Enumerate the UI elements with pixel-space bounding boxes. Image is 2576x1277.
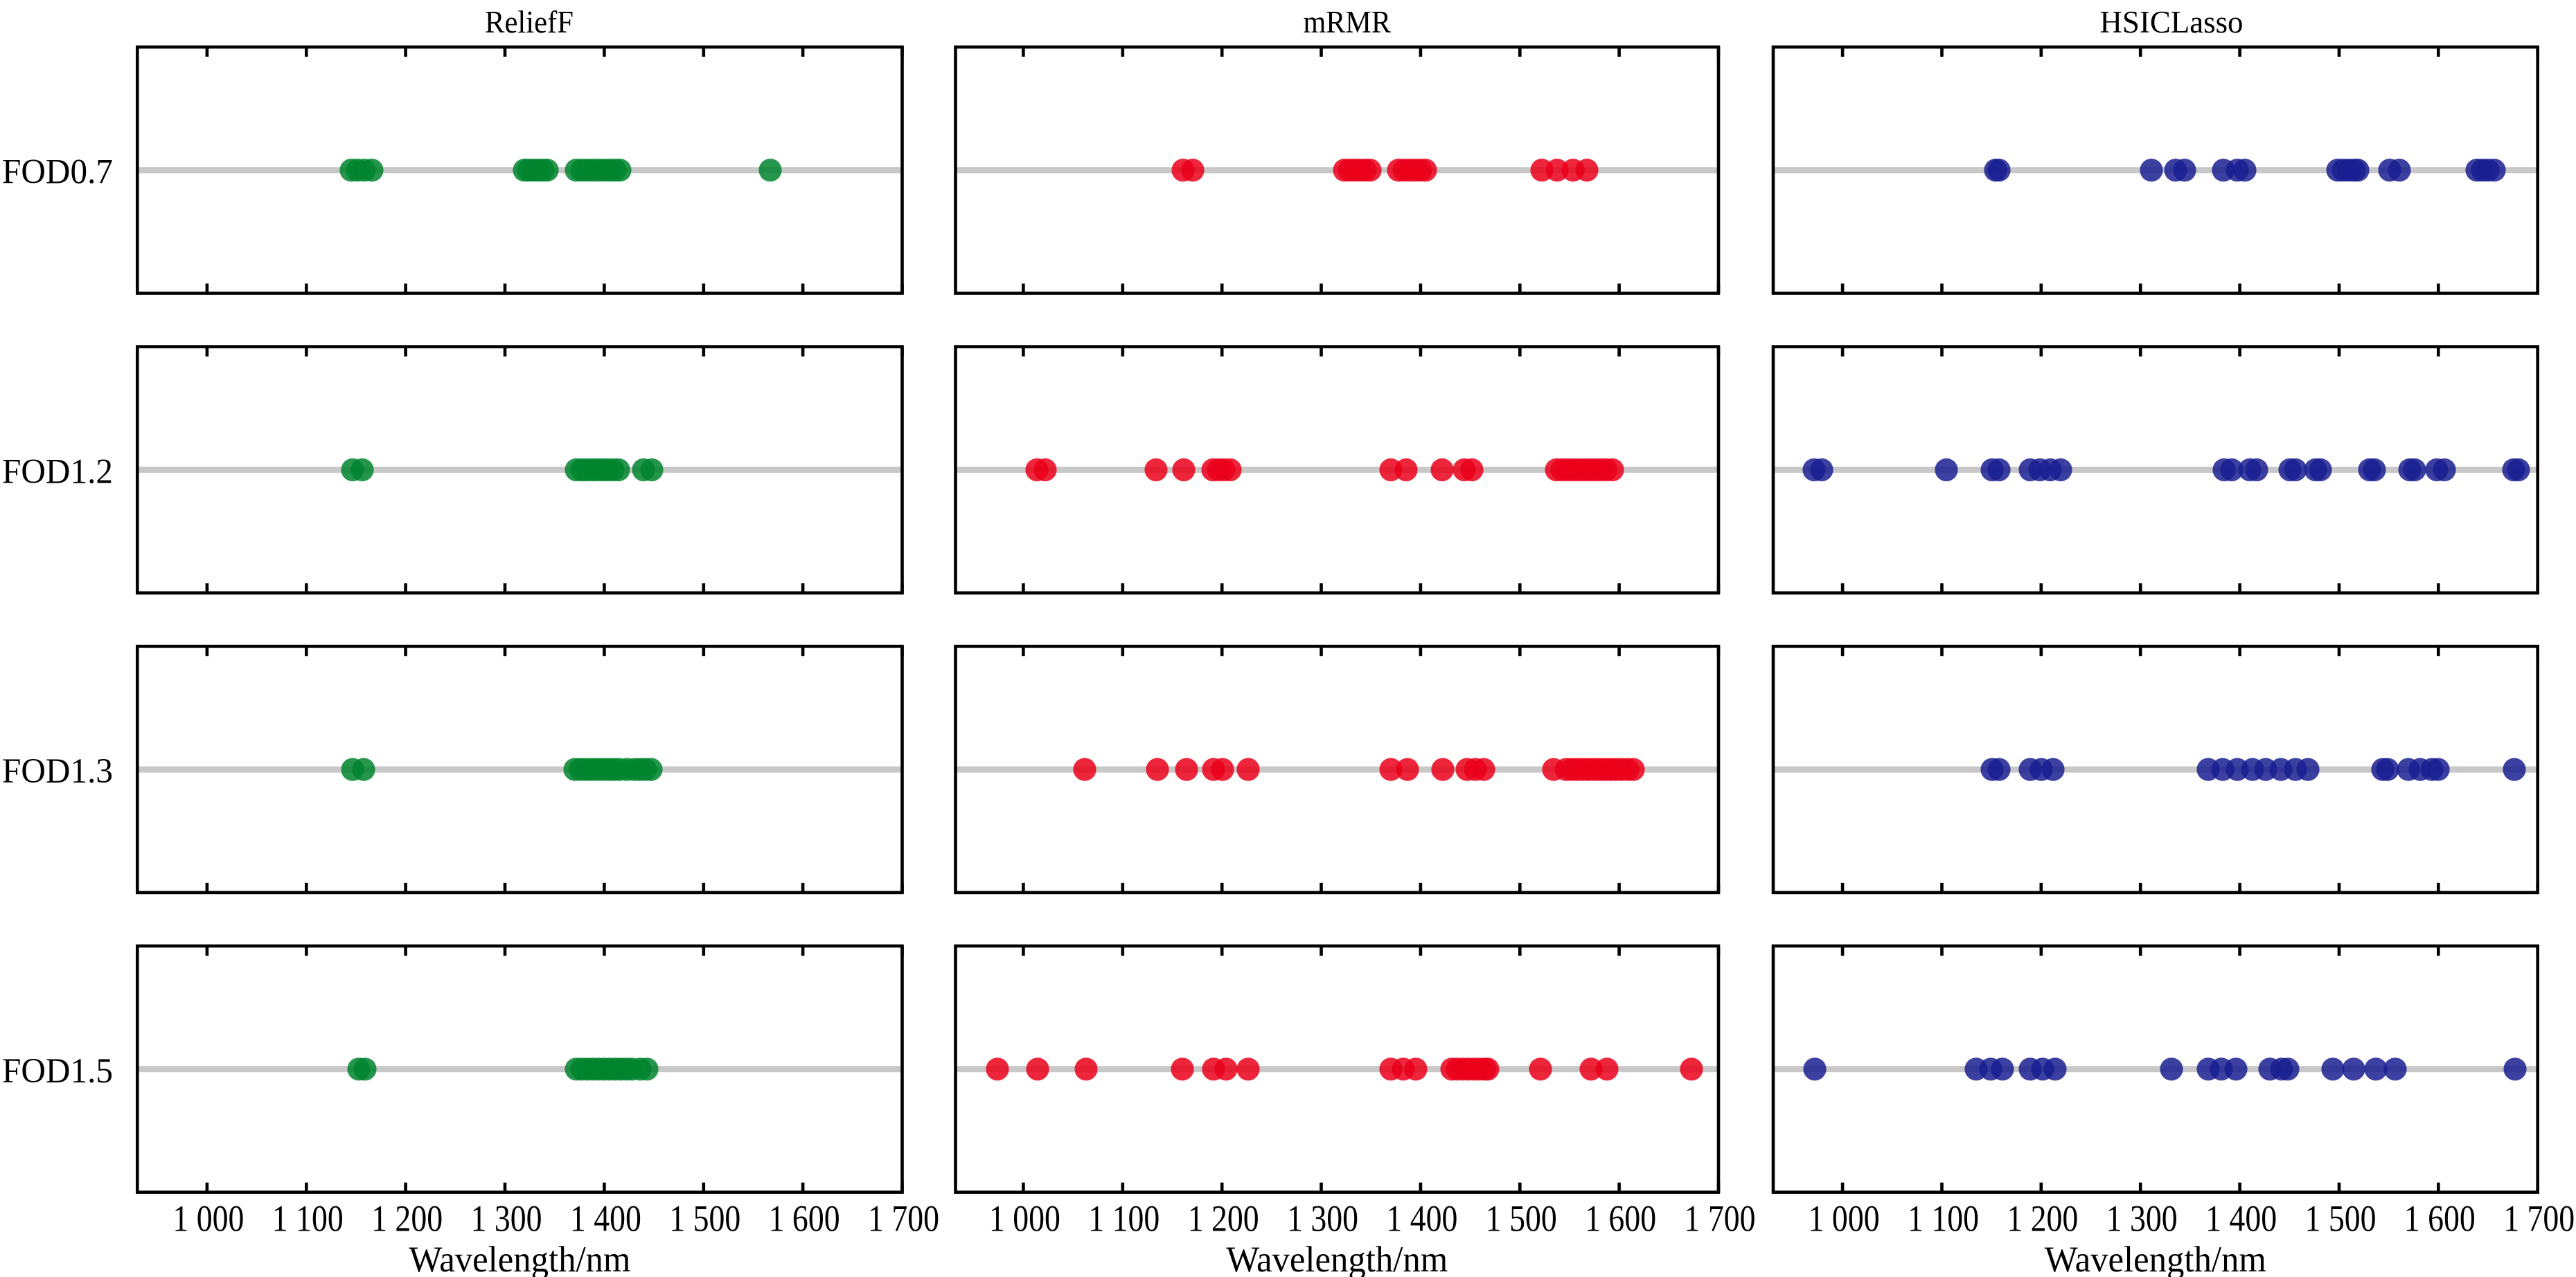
svg-text:1 200: 1 200 — [1188, 1198, 1259, 1240]
svg-text:1 500: 1 500 — [669, 1198, 740, 1240]
svg-text:1 200: 1 200 — [2007, 1198, 2078, 1240]
svg-text:FOD1.2: FOD1.2 — [2, 452, 113, 491]
svg-text:1 100: 1 100 — [1088, 1198, 1160, 1240]
svg-text:1 500: 1 500 — [1486, 1198, 1557, 1240]
svg-text:FOD1.5: FOD1.5 — [2, 1052, 113, 1091]
svg-text:1 400: 1 400 — [2205, 1198, 2277, 1240]
svg-text:1 400: 1 400 — [1386, 1198, 1457, 1240]
svg-text:1 700: 1 700 — [868, 1198, 939, 1240]
svg-text:1 600: 1 600 — [769, 1198, 840, 1240]
svg-text:FOD0.7: FOD0.7 — [2, 153, 113, 192]
svg-text:1 700: 1 700 — [1685, 1198, 1756, 1240]
svg-text:1 200: 1 200 — [371, 1198, 443, 1240]
svg-text:1 000: 1 000 — [172, 1198, 244, 1240]
svg-text:1 000: 1 000 — [989, 1198, 1060, 1240]
svg-text:HSICLasso: HSICLasso — [2100, 5, 2244, 39]
svg-text:1 300: 1 300 — [2106, 1198, 2178, 1240]
svg-text:1 000: 1 000 — [1809, 1198, 1880, 1240]
svg-text:Wavelength/nm: Wavelength/nm — [409, 1240, 630, 1277]
svg-text:1 100: 1 100 — [1908, 1198, 1979, 1240]
svg-text:Wavelength/nm: Wavelength/nm — [2045, 1240, 2266, 1277]
svg-text:1 500: 1 500 — [2305, 1198, 2377, 1240]
svg-text:1 300: 1 300 — [471, 1198, 542, 1240]
svg-text:1 100: 1 100 — [272, 1198, 344, 1240]
svg-text:1 600: 1 600 — [1585, 1198, 1656, 1240]
svg-text:ReliefF: ReliefF — [485, 5, 574, 39]
svg-text:1 300: 1 300 — [1287, 1198, 1358, 1240]
svg-text:1 700: 1 700 — [2503, 1198, 2575, 1240]
svg-text:1 400: 1 400 — [570, 1198, 641, 1240]
svg-text:Wavelength/nm: Wavelength/nm — [1226, 1240, 1448, 1277]
svg-text:1 600: 1 600 — [2404, 1198, 2476, 1240]
svg-text:mRMR: mRMR — [1303, 5, 1391, 39]
svg-text:FOD1.3: FOD1.3 — [2, 752, 113, 791]
